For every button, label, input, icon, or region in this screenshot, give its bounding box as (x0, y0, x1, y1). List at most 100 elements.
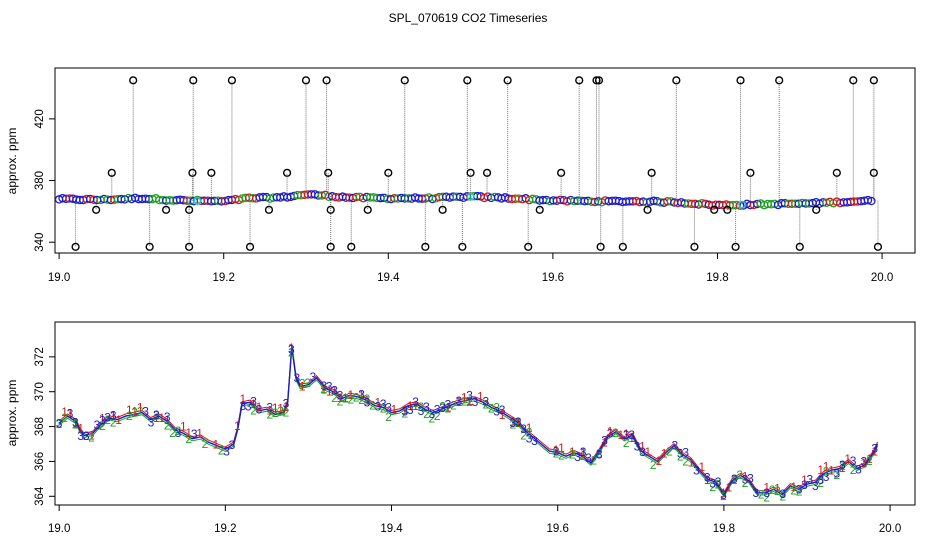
bottom-series-1-point: 1 (342, 391, 349, 405)
top-outlier-point (731, 242, 740, 251)
bottom-series-3-point: 3 (250, 395, 257, 409)
bottom-series-1-point: 1 (623, 427, 630, 441)
top-outlier-point (245, 242, 255, 251)
bottom-series-3-point: 3 (374, 400, 381, 414)
bottom-series-1-point: 1 (320, 382, 327, 396)
bottom-series-2-line (58, 348, 879, 498)
bottom-series-1-point: 1 (607, 425, 614, 439)
bottom-series-2-point: 2 (623, 436, 630, 450)
bottom-series-2-point: 2 (401, 406, 408, 420)
top-outlier-point (207, 168, 216, 177)
top-highlight-point (466, 192, 475, 201)
bottom-series-2-point: 2 (677, 449, 684, 463)
bottom-series-2-point: 2 (88, 430, 95, 444)
top-x-tick-label: 19.6 (542, 272, 564, 284)
bottom-series-3-point: 3 (337, 389, 344, 403)
bottom-series-1-line (58, 344, 879, 494)
bottom-series-3-point: 3 (682, 445, 689, 459)
bottom-series-1-point: 1 (266, 403, 273, 417)
bottom-series-2-point: 2 (131, 406, 138, 420)
bottom-series-1-point: 1 (164, 413, 171, 427)
bottom-series-1-point: 1 (699, 460, 706, 474)
bottom-series-3-point: 3 (94, 418, 101, 432)
top-outlier-point (227, 76, 237, 85)
bottom-series-2-point: 2 (331, 391, 338, 405)
bottom-series-1-point: 1 (526, 421, 533, 435)
bottom-plot-frame (54, 321, 916, 506)
bottom-series-1-point: 1 (67, 406, 74, 420)
top-x-tick-label: 19.2 (213, 272, 235, 284)
top-outlier-point (301, 76, 311, 85)
bottom-series-3-point: 3 (99, 414, 106, 428)
bottom-series-2-point: 2 (299, 377, 306, 391)
bottom-series-2-point: 2 (358, 393, 365, 407)
top-x-tick-label: 19.8 (706, 272, 728, 284)
bottom-series-3-point: 3 (499, 403, 506, 417)
bottom-series-1-point: 1 (844, 452, 851, 466)
bottom-series-1-point: 1 (628, 431, 635, 445)
bottom-series-2-point: 2 (580, 449, 587, 463)
top-x-tick-label: 19.0 (48, 272, 70, 284)
top-outlier-point (92, 205, 101, 214)
top-x-tick-label: 20.0 (871, 272, 893, 284)
bottom-series-1-point: 1 (801, 473, 808, 487)
bottom-series-1-point: 1 (239, 392, 246, 406)
top-outlier-point (322, 76, 331, 85)
top-outlier-point (188, 168, 197, 177)
bottom-series-1-point: 1 (828, 464, 835, 478)
bottom-series-2-point: 2 (164, 419, 171, 433)
bottom-series-3-point: 3 (509, 416, 516, 430)
bottom-series-3-point: 3 (531, 434, 538, 448)
bottom-y-ticks: 364 366 368 370 372 (34, 347, 55, 506)
bottom-series-3-point: 3 (855, 462, 862, 476)
bottom-series-1-point: 1 (688, 456, 695, 470)
top-outlier-point (710, 205, 719, 214)
bottom-series-3-point: 3 (747, 472, 754, 486)
top-outlier-point (189, 76, 198, 85)
bottom-series-3-point: 3 (753, 486, 760, 500)
bottom-series-2-point: 2 (364, 392, 371, 406)
bottom-series-2-point: 2 (266, 407, 273, 421)
bottom-series-3-point: 3 (623, 428, 630, 442)
top-outlier-point (873, 242, 883, 251)
bottom-series-1-point: 1 (364, 394, 371, 408)
bottom-series-3-point: 3 (407, 403, 414, 417)
bottom-series-3-point: 3 (780, 487, 787, 501)
bottom-series-3-point: 3 (812, 479, 819, 493)
bottom-series-1-point: 1 (299, 380, 306, 394)
top-outlier-point (746, 168, 755, 177)
bottom-series-3-point: 3 (515, 415, 522, 429)
bottom-series-2-point: 2 (817, 476, 824, 490)
top-outlier-point (775, 76, 784, 85)
bottom-series-1-point: 1 (655, 454, 662, 468)
bottom-series-2-point: 2 (591, 454, 598, 468)
bottom-series-1-point: 1 (477, 389, 484, 403)
bottom-series-2-point: 2 (715, 478, 722, 492)
bottom-series-1-point: 1 (871, 444, 878, 458)
top-outlier-point (145, 242, 154, 251)
top-outlier-point (363, 205, 372, 214)
bottom-series-1-point: 1 (137, 401, 144, 415)
bottom-series-2-point: 2 (488, 402, 495, 416)
top-outlier-point (596, 242, 605, 251)
bottom-series-2-point: 2 (347, 392, 354, 406)
top-plot-area (54, 76, 883, 251)
top-highlight-point (193, 196, 202, 205)
bottom-series-1-point: 1 (401, 403, 408, 417)
bottom-series-3-point: 3 (493, 405, 500, 419)
bottom-series-3-point: 3 (104, 411, 111, 425)
top-y-tick-label: 340 (34, 233, 46, 252)
top-outlier-point (421, 242, 430, 251)
top-outlier-point (592, 76, 601, 85)
bottom-series-1-point: 1 (412, 399, 419, 413)
top-outlier-point (107, 168, 116, 177)
top-outlier-point (463, 76, 472, 85)
top-outlier-point (849, 76, 858, 85)
bottom-series-1-point: 1 (110, 409, 117, 423)
bottom-series-3-point: 3 (283, 397, 290, 411)
top-y-tick-label: 420 (34, 109, 46, 128)
bottom-series-3-point: 3 (358, 387, 365, 401)
bottom-series-3-point: 3 (164, 410, 171, 424)
bottom-series-1-point: 1 (337, 391, 344, 405)
